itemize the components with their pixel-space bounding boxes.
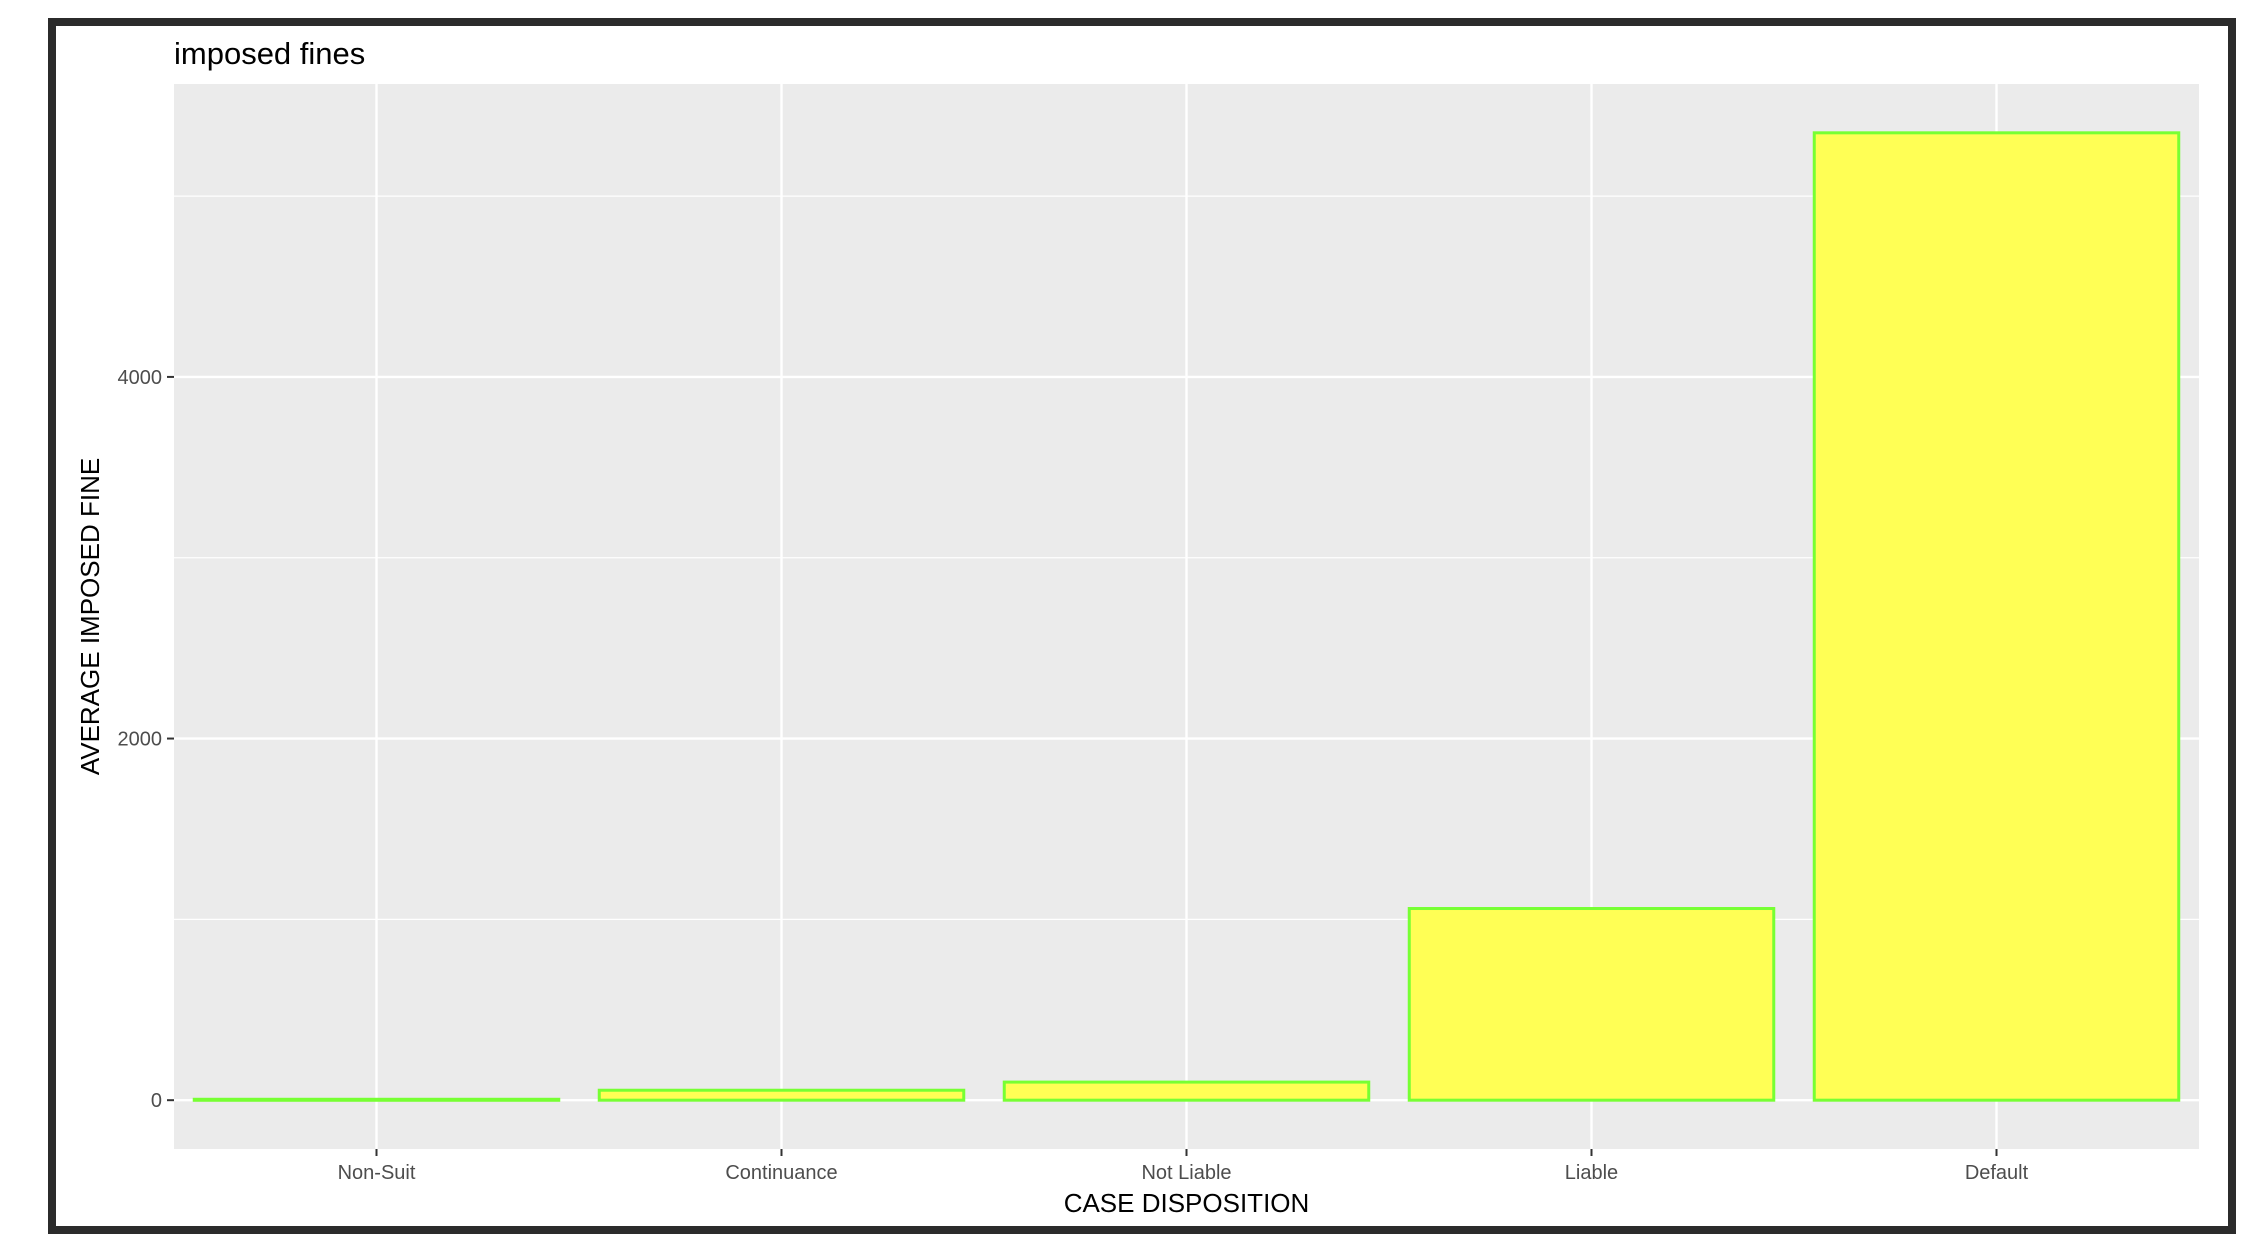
bar-non-suit (192, 1097, 561, 1102)
bar-default (1812, 131, 2181, 1102)
y-tick-label: 2000 (118, 729, 163, 751)
x-tick-label: Default (1965, 1162, 2029, 1184)
y-tick-label: 4000 (118, 367, 163, 389)
bar-not-liable (1002, 1080, 1371, 1102)
x-axis-title: CASE DISPOSITION (1064, 1188, 1310, 1218)
x-tick-label: Not Liable (1141, 1162, 1231, 1184)
bar-liable (1407, 907, 1776, 1102)
x-tick-label: Continuance (725, 1162, 837, 1184)
bars (192, 131, 2181, 1102)
x-tick-label: Liable (1565, 1162, 1618, 1184)
y-tick-label: 0 (151, 1090, 162, 1112)
x-tick-label: Non-Suit (338, 1162, 416, 1184)
chart-frame: 0 2000 4000 Non-Suit Continuance Not Liable L… (48, 18, 2236, 1234)
y-axis-title: AVERAGE IMPOSED FINE (75, 458, 105, 775)
chart-title: imposed fines (174, 36, 365, 71)
y-axis: 0 2000 4000 (118, 367, 174, 1112)
x-axis: Non-Suit Continuance Not Liable Liable Defau… (338, 1149, 2029, 1184)
bar-chart: 0 2000 4000 Non-Suit Continuance Not Liable L… (75, 36, 2199, 1218)
bar-continuance (597, 1088, 966, 1102)
